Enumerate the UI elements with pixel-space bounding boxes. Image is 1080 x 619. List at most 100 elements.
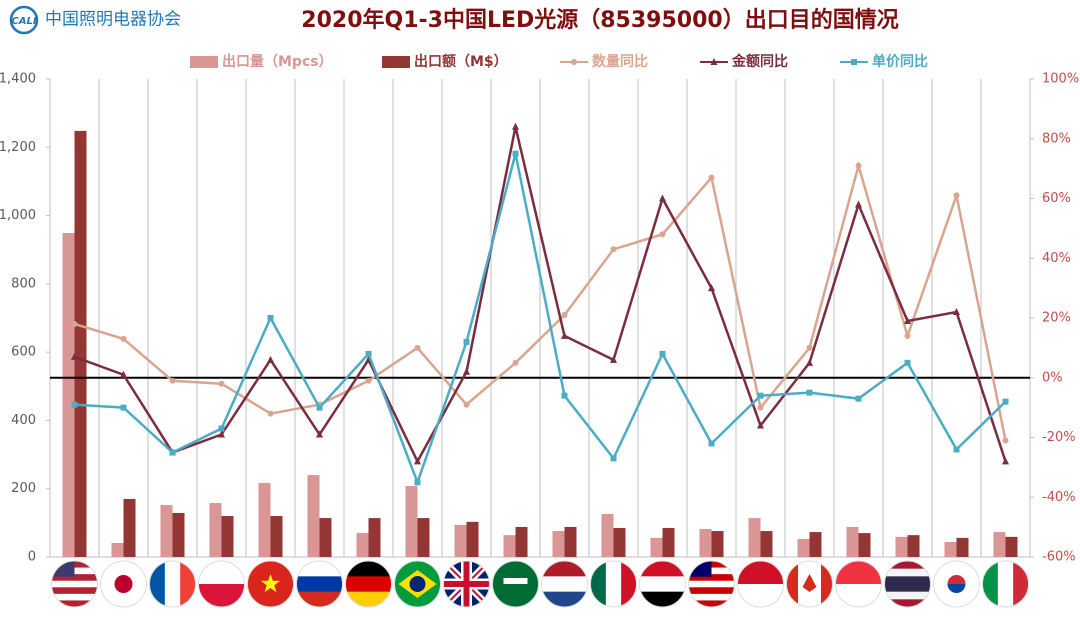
bar	[846, 526, 859, 557]
flag-dot	[114, 575, 133, 593]
flag	[737, 561, 784, 607]
y2-tick-label: 40%	[1042, 251, 1071, 266]
line	[74, 160, 1007, 441]
bar	[1005, 536, 1018, 557]
marker	[267, 315, 274, 321]
flag-rim	[786, 560, 833, 608]
marker	[659, 194, 666, 202]
flag-stripe	[296, 561, 343, 577]
flag-stripe	[688, 593, 735, 601]
flag-rim	[590, 560, 637, 608]
marker	[610, 355, 617, 363]
flag-stripe	[688, 574, 735, 582]
bar	[111, 543, 124, 557]
flag-stripe	[737, 561, 784, 585]
flag-stripe	[345, 561, 392, 577]
bar	[515, 526, 528, 557]
marker	[1002, 437, 1009, 444]
marker	[855, 162, 862, 169]
flag	[688, 561, 735, 607]
bar	[895, 536, 908, 557]
y2-tick-label: -20%	[1042, 430, 1076, 445]
y-tick-label: 200	[11, 481, 36, 496]
marker	[659, 350, 666, 357]
bar	[552, 531, 565, 557]
marker	[571, 59, 577, 65]
flag-stripe	[809, 561, 822, 607]
flag-rim	[443, 560, 490, 608]
flag-rim	[394, 560, 441, 608]
marker	[953, 192, 960, 199]
marker	[757, 404, 764, 411]
marker	[169, 449, 176, 456]
marker	[512, 122, 519, 130]
flag-canton	[688, 561, 712, 577]
flag	[492, 561, 539, 607]
flag	[982, 561, 1029, 607]
bar	[564, 526, 577, 557]
flag-stripe	[884, 576, 931, 585]
marker	[512, 150, 519, 157]
flag-stripe	[296, 591, 343, 607]
legend-label: 出口额（M$）	[414, 53, 508, 70]
legend-swatch	[382, 56, 410, 68]
marker	[316, 430, 323, 438]
marker	[710, 58, 718, 65]
marker	[610, 455, 617, 462]
bar	[74, 130, 87, 557]
y-tick-label: 1,200	[0, 140, 36, 155]
bar	[858, 533, 871, 557]
marker	[904, 332, 911, 339]
bar	[503, 535, 516, 557]
flag	[541, 561, 588, 607]
legend-label: 单价同比	[872, 53, 928, 70]
y2-tick-label: 0%	[1042, 370, 1063, 385]
flag-rim	[933, 560, 980, 608]
flag-star	[260, 574, 281, 593]
bar	[748, 518, 761, 557]
bar	[209, 503, 222, 557]
marker	[365, 350, 372, 357]
flag-stripe	[541, 576, 588, 593]
y2-tick-label: -40%	[1042, 490, 1076, 505]
flag-stripe	[639, 591, 686, 607]
y-tick-label: 400	[11, 413, 36, 428]
logo-ring	[9, 5, 39, 35]
marker	[561, 331, 568, 339]
bar	[62, 232, 75, 557]
flag-stripe	[590, 561, 607, 607]
flag-stripe	[345, 576, 392, 593]
marker	[512, 359, 519, 366]
bar	[699, 529, 712, 557]
marker	[953, 446, 960, 453]
flag-stripe	[164, 561, 181, 607]
marker	[953, 308, 960, 316]
flag-rim	[688, 560, 735, 608]
flag-stripe	[605, 561, 622, 607]
bar	[417, 518, 430, 557]
flag-stripe	[541, 591, 588, 607]
marker	[806, 344, 813, 351]
y2-tick-label: 60%	[1042, 191, 1071, 206]
bar	[601, 513, 614, 557]
marker	[71, 320, 78, 327]
flag-globe	[409, 576, 426, 592]
flag	[394, 561, 441, 607]
y-tick-label: 0	[28, 550, 36, 565]
marker	[71, 352, 78, 360]
flag-rim	[100, 560, 147, 608]
marker	[120, 404, 127, 411]
flag-canton	[51, 561, 75, 577]
y2-tick-label: 20%	[1042, 311, 1071, 326]
flag-stripe	[1013, 561, 1029, 607]
bar	[956, 537, 969, 557]
marker	[851, 59, 857, 65]
bar	[123, 498, 136, 557]
flag-script	[503, 578, 528, 584]
legend-label: 出口量（Mpcs）	[222, 53, 333, 70]
flag-rim	[296, 560, 343, 608]
flag-rim	[541, 560, 588, 608]
logo: CALI 中国照明电器协会	[9, 5, 181, 35]
marker	[806, 358, 813, 366]
flag	[590, 561, 637, 607]
